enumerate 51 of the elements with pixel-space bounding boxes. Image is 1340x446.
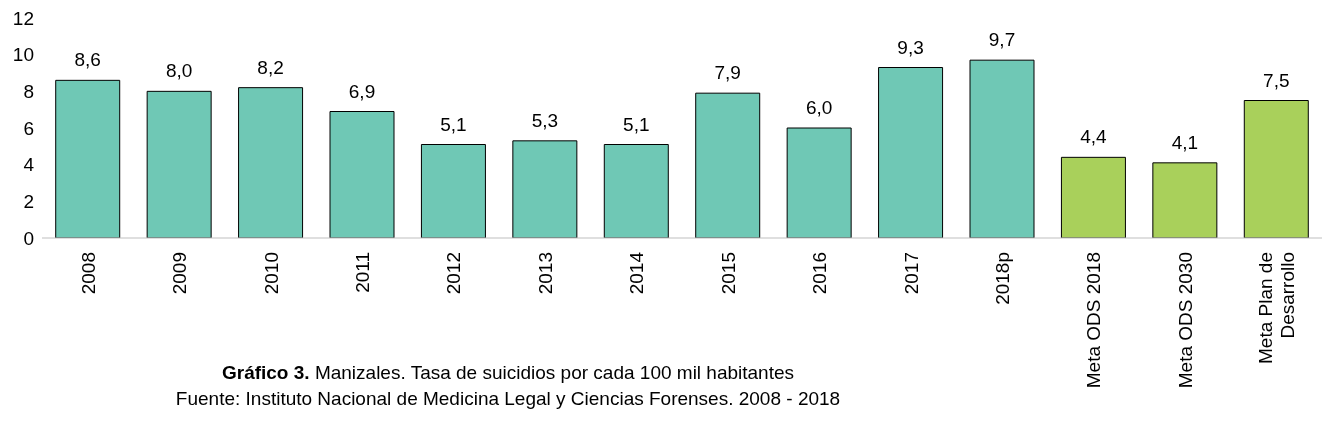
bar: [603, 144, 669, 238]
bar: [420, 144, 486, 238]
x-tick-label: 2016: [809, 252, 831, 295]
y-tick-label: 4: [23, 154, 35, 176]
bar: [55, 79, 121, 238]
bar: [969, 59, 1035, 238]
x-tick-label: 2014: [626, 251, 648, 295]
data-label: 5,1: [623, 113, 650, 135]
x-tick-label: 2012: [443, 252, 465, 295]
data-label: 8,2: [257, 56, 284, 78]
x-tick-label: 2010: [260, 252, 282, 295]
bar: [329, 111, 395, 238]
bar: [1152, 162, 1218, 238]
bar: [786, 127, 852, 238]
y-tick-label: 6: [23, 117, 34, 139]
x-tick-label: 2008: [77, 252, 99, 295]
y-tick-label: 8: [23, 81, 34, 103]
x-tick-label: Meta Plan de Desarrollo: [1255, 252, 1299, 364]
data-label: 7,5: [1263, 69, 1290, 91]
bar: [1243, 100, 1309, 238]
bar: [695, 92, 761, 238]
data-label: 6,9: [348, 80, 376, 102]
y-tick-label: 10: [12, 44, 34, 66]
x-tick-label: Meta ODS 2030: [1174, 252, 1196, 389]
data-label: 8,6: [74, 49, 101, 71]
data-label: 5,1: [440, 113, 467, 135]
y-tick-label: 0: [23, 227, 34, 249]
data-label: 9,3: [897, 36, 924, 58]
x-tick-label: 2011: [352, 252, 373, 293]
x-tick-label: 2018p: [992, 252, 1013, 305]
text: Gráfico 3. Manizales. Tasa de suicidios por cada 100 mil habitantes: [221, 362, 795, 383]
bar: [878, 67, 944, 238]
bar: [1060, 156, 1126, 238]
data-label: 5,3: [531, 109, 559, 131]
data-label: 8,0: [165, 60, 193, 82]
x-tick-label: 2015: [717, 252, 739, 295]
x-tick-label: Meta ODS 2018: [1083, 252, 1105, 389]
x-tick-label: 2013: [534, 252, 556, 295]
data-label: 9,7: [988, 29, 1016, 51]
data-label: 4,4: [1080, 126, 1108, 148]
y-tick-label: 12: [12, 7, 34, 29]
x-tick-label: 2017: [900, 252, 922, 295]
data-label: 6,0: [805, 97, 833, 118]
bar: [146, 90, 212, 238]
bar: [238, 87, 304, 238]
data-label: 7,9: [714, 62, 741, 84]
data-label: 4,1: [1171, 131, 1199, 153]
y-tick-label: 2: [23, 191, 34, 213]
x-tick-label: 2009: [169, 252, 191, 295]
source-note: Fuente: Instituto Nacional de Medicina Legal y Ciencias Forenses. 2008 - 2018: [174, 387, 842, 411]
bar: [512, 140, 578, 238]
